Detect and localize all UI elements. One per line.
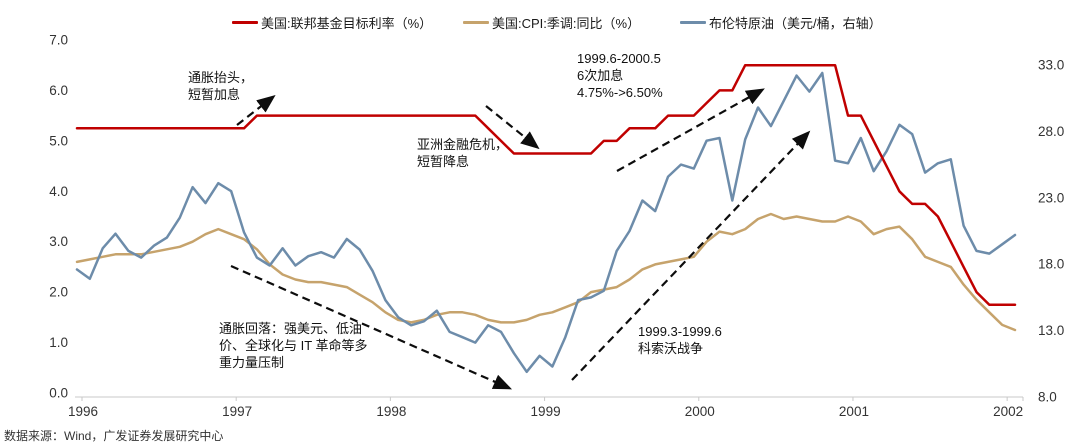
left-axis-tick-label: 7.0: [49, 33, 68, 48]
series-brent: [75, 71, 1017, 374]
annotation-arrow: [485, 105, 540, 150]
legend-label-fed-funds-rate: 美国:联邦基金目标利率（%）: [261, 16, 433, 31]
left-axis-tick-label: 5.0: [49, 133, 68, 148]
x-tick-label: 2000: [685, 404, 715, 419]
right-axis-tick-label: 8.0: [1038, 390, 1057, 405]
source-note: 数据来源：Wind，广发证券发展研究中心: [4, 429, 224, 443]
right-axis-tick-label: 28.0: [1038, 124, 1064, 139]
left-axis-tick-label: 2.0: [49, 285, 68, 300]
x-tick-label: 1999: [531, 404, 561, 419]
left-axis-tick-label: 1.0: [49, 335, 68, 350]
left-axis-tick-label: 6.0: [49, 83, 68, 98]
series-cpi: [75, 212, 1017, 332]
legend-label-brent: 布伦特原油（美元/桶，右轴）: [709, 16, 882, 31]
right-axis-tick-label: 13.0: [1038, 323, 1064, 338]
right-axis-tick-label: 23.0: [1038, 190, 1064, 205]
legend-item-cpi: 美国:CPI:季调:同比（%）: [463, 13, 640, 32]
annotation-kosovo-war: 1999.3-1999.6 科索沃战争: [638, 324, 722, 357]
legend-swatch-brent: [680, 21, 706, 24]
legend-item-brent: 布伦特原油（美元/桶，右轴）: [680, 13, 882, 32]
x-tick-label: 1997: [222, 404, 252, 419]
legend-swatch-cpi: [463, 21, 489, 24]
right-axis-tick-label: 18.0: [1038, 257, 1064, 272]
annotation-arrow: [236, 94, 276, 126]
annotation-rate-hikes-1999-2000: 1999.6-2000.5 6次加息 4.75%->6.50%: [577, 51, 663, 101]
annotation-inflation-decline: 通胀回落：强美元、低油 价、全球化与 IT 革命等多 重力量压制: [219, 321, 368, 371]
x-tick-label: 2001: [839, 404, 869, 419]
legend: 美国:联邦基金目标利率（%） 美国:CPI:季调:同比（%） 布伦特原油（美元/…: [0, 13, 1080, 31]
annotation-arrow: [230, 264, 513, 390]
annotation-inflation-uptick: 通胀抬头， 短暂加息: [188, 70, 254, 103]
left-axis-tick-label: 3.0: [49, 234, 68, 249]
left-axis-tick-label: 4.0: [49, 184, 68, 199]
x-tick-label: 2002: [993, 404, 1023, 419]
legend-label-cpi: 美国:CPI:季调:同比（%）: [492, 16, 641, 31]
legend-swatch-fed-funds-rate: [232, 21, 258, 24]
right-axis-tick-label: 33.0: [1038, 58, 1064, 73]
left-axis-tick-label: 0.0: [49, 386, 68, 401]
x-tick-label: 1998: [376, 404, 406, 419]
annotation-arrow: [616, 88, 765, 172]
annotation-asian-crisis: 亚洲金融危机， 短暂降息: [417, 137, 509, 170]
x-tick-label: 1996: [68, 404, 98, 419]
legend-item-fed-funds-rate: 美国:联邦基金目标利率（%）: [232, 13, 432, 32]
annotation-arrow: [571, 130, 811, 381]
series-fed-funds-rate: [75, 63, 1017, 307]
